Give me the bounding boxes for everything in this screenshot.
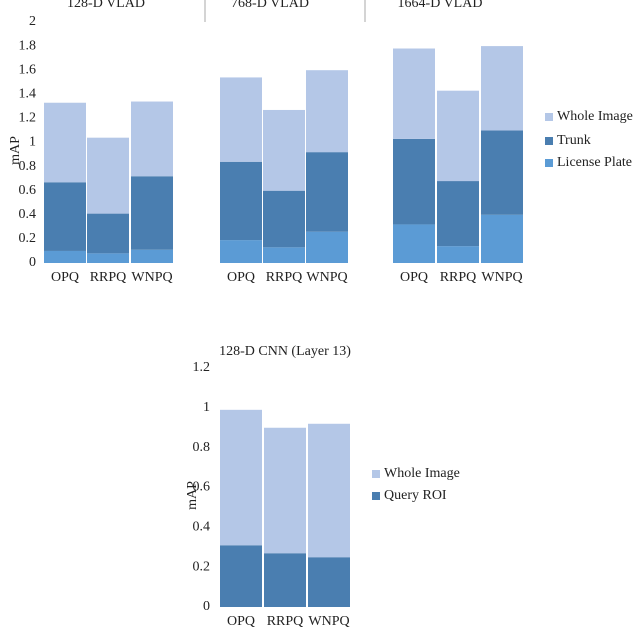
- y-tick-label: 0: [203, 599, 210, 614]
- y-tick-label: 1.4: [19, 87, 37, 102]
- bar-segment: [393, 224, 435, 263]
- bar-segment: [264, 427, 306, 554]
- bar-segment: [220, 409, 262, 546]
- y-tick-label: 1.2: [193, 360, 211, 375]
- bar-segment: [263, 190, 305, 248]
- x-tick-label: RRPQ: [440, 270, 477, 285]
- legend-label: Whole Image: [557, 109, 633, 124]
- y-tick-label: 0.6: [19, 183, 37, 198]
- bar-segment: [263, 109, 305, 191]
- x-tick-label: OPQ: [51, 270, 79, 285]
- y-tick-label: 0.6: [193, 480, 211, 495]
- bar-segment: [44, 250, 86, 263]
- bar-segment: [87, 137, 129, 214]
- legend-swatch: [545, 113, 553, 121]
- legend-swatch: [545, 159, 553, 167]
- bar-segment: [437, 246, 479, 263]
- x-tick-label: OPQ: [227, 614, 255, 629]
- bar-segment: [306, 152, 348, 232]
- bar-segment: [306, 70, 348, 153]
- bar-segment: [131, 176, 173, 250]
- bar-segment: [308, 423, 350, 558]
- legend-label: License Plate: [557, 155, 632, 170]
- bar-segment: [264, 553, 306, 607]
- bar-segment: [220, 240, 262, 263]
- x-tick-label: OPQ: [227, 270, 255, 285]
- legend-label: Whole Image: [384, 466, 460, 481]
- bar-segment: [131, 249, 173, 263]
- bar-segment: [87, 213, 129, 254]
- bar-segment: [481, 46, 523, 131]
- bar-segment: [393, 138, 435, 225]
- x-tick-label: WNPQ: [131, 270, 172, 285]
- legend-swatch: [545, 137, 553, 145]
- y-tick-label: 1.2: [19, 111, 37, 126]
- y-tick-label: 0.4: [19, 207, 37, 222]
- bar-segment: [263, 247, 305, 263]
- legend-label: Query ROI: [384, 488, 447, 503]
- x-tick-label: OPQ: [400, 270, 428, 285]
- bar-segment: [437, 90, 479, 182]
- y-tick-label: 0: [29, 255, 36, 270]
- y-axis-label: mAP: [185, 481, 200, 510]
- bar-segment: [44, 102, 86, 183]
- group-title: 1664-D VLAD: [398, 0, 483, 11]
- bar-segment: [87, 253, 129, 263]
- legend-swatch: [372, 492, 380, 500]
- y-tick-label: 1.8: [19, 38, 37, 53]
- y-tick-label: 0.8: [193, 440, 211, 455]
- y-tick-label: 0.4: [193, 520, 211, 535]
- bar-segment: [481, 214, 523, 263]
- x-tick-label: RRPQ: [267, 614, 304, 629]
- y-tick-label: 1: [203, 400, 210, 415]
- group-title: 768-D VLAD: [231, 0, 309, 11]
- bar-segment: [44, 182, 86, 251]
- bar-segment: [220, 161, 262, 241]
- y-axis-label: mAP: [8, 136, 23, 165]
- y-tick-label: 0.2: [19, 231, 37, 246]
- chart-title: 128-D CNN (Layer 13): [219, 344, 351, 359]
- legend-swatch: [372, 470, 380, 478]
- bar-segment: [220, 545, 262, 607]
- bar-segment: [131, 101, 173, 177]
- bar-segment: [308, 557, 350, 607]
- y-tick-label: 1: [29, 135, 36, 150]
- group-title: 128-D VLAD: [67, 0, 145, 11]
- bar-segment: [393, 48, 435, 139]
- bar-segment: [481, 130, 523, 215]
- x-tick-label: WNPQ: [306, 270, 347, 285]
- legend-label: Trunk: [557, 133, 591, 148]
- bar-segment: [437, 181, 479, 247]
- x-tick-label: RRPQ: [90, 270, 127, 285]
- x-tick-label: WNPQ: [308, 614, 349, 629]
- y-tick-label: 1.6: [19, 62, 37, 77]
- bar-segment: [306, 231, 348, 263]
- y-tick-label: 0.8: [19, 159, 37, 174]
- x-tick-label: WNPQ: [481, 270, 522, 285]
- y-tick-label: 2: [29, 14, 36, 29]
- x-tick-label: RRPQ: [266, 270, 303, 285]
- bar-segment: [220, 77, 262, 162]
- y-tick-label: 0.2: [193, 559, 211, 574]
